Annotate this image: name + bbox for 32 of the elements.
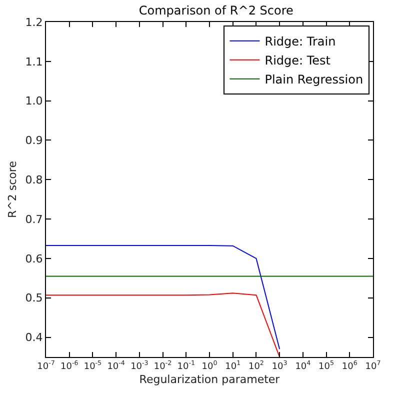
y-tick-label: 1.1: [25, 55, 43, 68]
legend-label: Ridge: Test: [264, 54, 331, 68]
y-tick-label: 0.5: [25, 292, 43, 305]
x-tick-label: 10$^{-7}$: [37, 360, 55, 372]
y-tick-label: 1.2: [25, 16, 43, 29]
x-tick-label: 10$^{6}$: [342, 360, 358, 372]
y-tick-label: 0.8: [25, 174, 43, 186]
x-tick-label: 10$^{4}$: [295, 360, 311, 372]
x-tick-label: 10$^{-2}$: [154, 360, 172, 372]
line-series: [46, 292, 280, 357]
x-tick-label: 10$^{5}$: [318, 360, 334, 372]
x-tick-label: 10$^{3}$: [272, 360, 288, 372]
y-tick-label: 1.0: [25, 94, 43, 108]
x-tick-label: 10$^{-4}$: [107, 360, 125, 372]
y-tick-label: 0.9: [25, 134, 43, 148]
chart-title: Comparison of R^2 Score: [138, 3, 294, 18]
y-tick-label: 0.6: [25, 252, 43, 266]
x-tick-label: 10$^{-6}$: [60, 360, 78, 372]
line-series: [46, 244, 280, 350]
x-tick-label: 10$^{2}$: [248, 360, 264, 372]
legend-label: Plain Regression: [264, 72, 364, 87]
y-tick-label: 0.4: [25, 331, 43, 344]
x-tick-label: 10$^{-5}$: [84, 360, 102, 372]
y-axis-title: R^2 score: [6, 160, 19, 218]
legend-label: Ridge: Train: [264, 34, 336, 49]
x-tick-label: 10$^{-3}$: [130, 360, 148, 372]
y-tick-label: 0.7: [25, 212, 43, 226]
x-tick-label: 10$^{1}$: [225, 360, 241, 372]
x-tick-label: 10$^{7}$: [365, 360, 381, 372]
x-tick-label: 10$^{-1}$: [177, 360, 196, 372]
x-axis-title: Regularization parameter: [139, 373, 280, 386]
x-tick-label: 10$^{0}$: [202, 360, 218, 372]
